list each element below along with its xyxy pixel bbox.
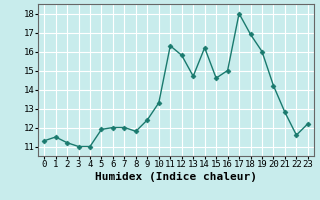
X-axis label: Humidex (Indice chaleur): Humidex (Indice chaleur) [95,172,257,182]
